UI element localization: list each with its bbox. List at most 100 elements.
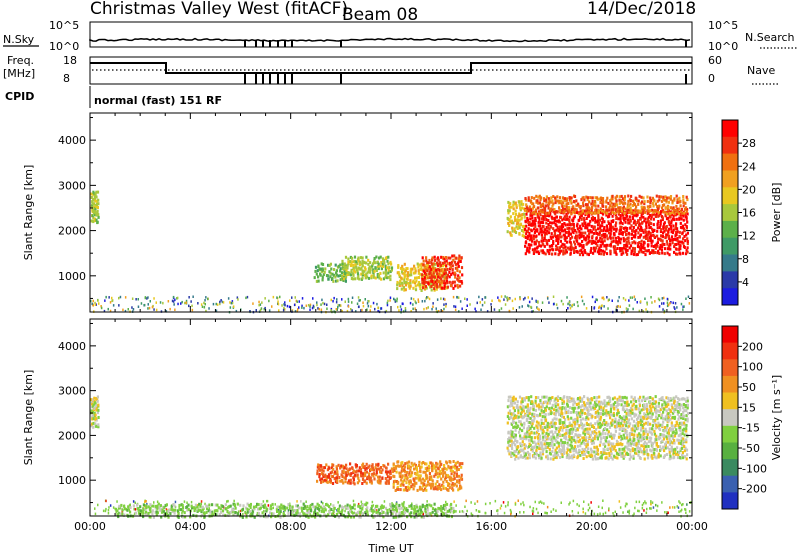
- range-cell: [94, 406, 97, 410]
- range-cell: [407, 271, 410, 275]
- range-cell: [562, 444, 566, 448]
- range-cell: [634, 235, 637, 239]
- scatter-cell: [402, 310, 405, 313]
- range-cell: [677, 207, 680, 211]
- range-cell: [645, 236, 649, 240]
- range-cell: [331, 475, 335, 479]
- range-cell: [591, 436, 594, 440]
- range-cell: [626, 404, 629, 408]
- scatter-cell: [350, 308, 352, 311]
- range-cell: [511, 451, 514, 455]
- range-cell: [597, 457, 600, 460]
- range-cell: [352, 273, 355, 277]
- scatter-cell: [477, 510, 480, 513]
- range-cell: [611, 436, 614, 440]
- range-cell: [595, 431, 598, 435]
- range-cell: [568, 406, 572, 410]
- range-cell: [653, 229, 656, 232]
- scatter-cell: [532, 310, 534, 313]
- scatter-cell: [536, 306, 538, 309]
- scatter-cell: [332, 300, 334, 303]
- range-cell: [636, 253, 639, 256]
- range-cell: [356, 269, 359, 273]
- range-cell: [433, 258, 436, 262]
- range-cell: [665, 235, 668, 239]
- range-cell: [397, 265, 400, 269]
- range-cell: [600, 454, 603, 458]
- scatter-cell: [272, 506, 274, 510]
- range-cell: [636, 245, 640, 248]
- range-cell: [534, 396, 538, 399]
- range-cell: [562, 252, 565, 256]
- range-cell: [558, 455, 562, 459]
- scatter-cell: [642, 310, 645, 313]
- scatter-cell: [499, 299, 501, 303]
- range-cell: [539, 399, 542, 402]
- range-cell: [673, 218, 676, 222]
- range-cell: [594, 454, 597, 458]
- range-cell: [530, 200, 533, 203]
- range-cell: [542, 225, 545, 229]
- range-cell: [611, 448, 614, 451]
- scatter-cell: [469, 303, 471, 306]
- range-cell: [545, 405, 548, 409]
- range-cell: [615, 221, 618, 225]
- range-cell: [542, 422, 545, 426]
- range-cell: [640, 239, 643, 243]
- range-cell: [606, 401, 609, 405]
- scatter-cell: [658, 305, 661, 308]
- range-cell: [393, 479, 396, 483]
- range-cell: [601, 224, 604, 228]
- scatter-cell: [524, 296, 526, 300]
- scatter-cell: [615, 305, 618, 309]
- range-cell: [430, 285, 433, 288]
- range-cell: [543, 410, 546, 413]
- range-cell: [681, 211, 684, 215]
- range-cell: [322, 273, 325, 277]
- scatter-cell: [470, 512, 473, 515]
- range-cell: [442, 484, 445, 488]
- range-cell: [598, 443, 602, 447]
- range-cell: [652, 448, 655, 452]
- range-cell: [575, 234, 578, 238]
- range-cell: [547, 437, 550, 441]
- range-cell: [581, 253, 585, 257]
- range-cell: [428, 280, 431, 284]
- range-cell: [342, 264, 345, 268]
- range-cell: [91, 202, 94, 206]
- range-cell: [662, 197, 665, 201]
- range-cell: [353, 482, 356, 486]
- range-cell: [425, 474, 428, 478]
- range-cell: [441, 279, 444, 283]
- range-cell: [446, 273, 449, 277]
- range-cell: [629, 409, 632, 412]
- range-cell: [620, 403, 623, 407]
- range-cell: [672, 210, 676, 214]
- range-cell: [571, 436, 574, 440]
- range-cell: [582, 246, 585, 250]
- range-cell: [526, 403, 529, 407]
- range-cell: [627, 439, 630, 443]
- range-cell: [347, 257, 350, 261]
- range-cell: [387, 481, 390, 485]
- range-cell: [588, 200, 591, 204]
- range-cell: [375, 269, 378, 272]
- range-cell: [539, 230, 542, 234]
- scatter-cell: [221, 300, 224, 304]
- range-cell: [576, 428, 579, 432]
- range-cell: [508, 404, 511, 408]
- range-cell: [547, 223, 550, 226]
- range-cell: [392, 462, 395, 466]
- range-cell: [343, 466, 346, 470]
- range-cell: [532, 419, 535, 423]
- range-cell: [618, 232, 621, 236]
- range-cell: [611, 225, 614, 229]
- range-cell: [618, 415, 621, 418]
- range-cell: [510, 436, 513, 440]
- range-cell: [403, 469, 406, 473]
- scatter-cell: [94, 303, 97, 306]
- range-cell: [589, 405, 592, 409]
- colorbar-tick-label: 12: [742, 230, 756, 243]
- range-cell: [346, 273, 349, 276]
- range-cell: [443, 471, 447, 475]
